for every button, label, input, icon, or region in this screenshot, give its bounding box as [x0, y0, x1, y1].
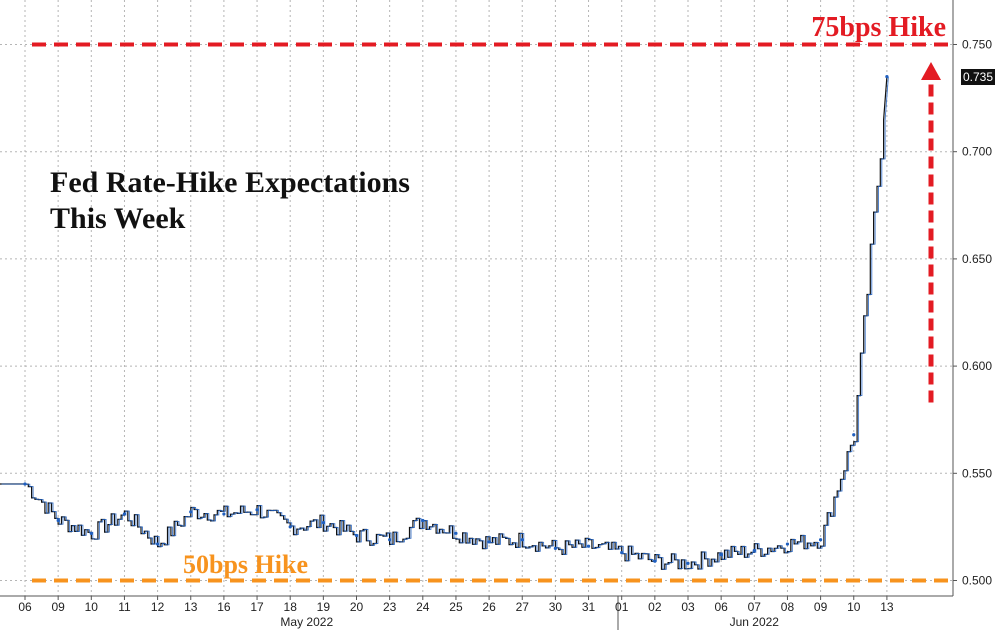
- x-tick-label: 06: [714, 600, 728, 614]
- data-point: [852, 433, 856, 437]
- data-point: [553, 546, 558, 550]
- x-month-label: May 2022: [280, 615, 333, 629]
- chart-title-line-2: This Week: [50, 202, 186, 235]
- last-value-box: [961, 69, 995, 85]
- x-tick-label: 23: [383, 600, 397, 614]
- y-tick-label: 0.650: [962, 252, 992, 266]
- x-tick-label: 30: [549, 600, 563, 614]
- x-tick-label: 20: [350, 600, 364, 614]
- data-point: [222, 512, 226, 516]
- arrow-head: [921, 61, 941, 80]
- data-point: [454, 531, 458, 535]
- data-point: [686, 561, 690, 565]
- data-point: [321, 521, 325, 525]
- data-point: [752, 548, 756, 553]
- x-tick-label: 09: [51, 600, 65, 614]
- data-point: [89, 531, 93, 535]
- labels: 06 09 10 11 12 13 16 17 18 19 20 23 24 25 26 27 30 31 01 02…: [18, 38, 992, 630]
- y-tick-label: 0.500: [962, 574, 992, 588]
- x-tick-label: 10: [847, 600, 861, 614]
- x-tick-label: 16: [217, 600, 231, 614]
- data-point: [354, 533, 359, 538]
- data-point: [23, 482, 27, 486]
- data-point: [156, 542, 160, 546]
- data-point: [653, 559, 657, 563]
- data-point: [785, 542, 790, 546]
- x-tick-label: 09: [814, 600, 828, 614]
- x-tick-label: 10: [85, 600, 99, 614]
- x-tick-label: 31: [582, 600, 596, 614]
- y-tick-label: 0.750: [962, 38, 992, 52]
- x-month-label: Jun 2022: [730, 615, 780, 629]
- data-point: [421, 518, 425, 523]
- x-tick-label: 27: [516, 600, 530, 614]
- x-tick-label: 01: [615, 600, 629, 614]
- ref-label-75bps: 75bps Hike: [811, 12, 946, 43]
- x-tick-label: 08: [781, 600, 795, 614]
- data-point: [520, 538, 524, 542]
- y-tick-label: 0.700: [962, 145, 992, 159]
- x-tick-label: 02: [648, 600, 662, 614]
- data-point: [122, 512, 127, 516]
- x-tick-label: 11: [118, 600, 131, 614]
- data-point: [719, 553, 723, 557]
- series: [0, 75, 889, 570]
- x-tick-label: 24: [416, 600, 430, 614]
- data-point: [885, 75, 889, 79]
- x-tick-label: 26: [482, 600, 496, 614]
- data-point: [487, 540, 491, 544]
- x-tick-label: 07: [748, 600, 762, 614]
- x-tick-label: 13: [880, 600, 894, 614]
- last-value-label: 0.735: [963, 70, 993, 84]
- data-point: [586, 544, 591, 548]
- data-point: [819, 538, 823, 542]
- y-tick-label: 0.600: [962, 359, 992, 373]
- data-point: [56, 518, 60, 523]
- x-tick-label: 19: [317, 600, 331, 614]
- ref-label-50bps: 50bps Hike: [183, 550, 308, 579]
- y-tick-label: 0.550: [962, 466, 992, 480]
- x-tick-label: 17: [250, 600, 264, 614]
- data-point: [288, 525, 292, 529]
- x-tick-label: 25: [449, 600, 463, 614]
- chart-title-line-1: Fed Rate-Hike Expectations: [50, 166, 410, 199]
- x-tick-label: 18: [284, 600, 298, 614]
- x-tick-label: 12: [151, 600, 165, 614]
- x-tick-label: 06: [18, 600, 32, 614]
- axes: [0, 0, 954, 630]
- last-value-badge: 0.735: [961, 69, 995, 85]
- x-tick-label: 03: [681, 600, 695, 614]
- x-tick-label: 13: [184, 600, 198, 614]
- data-point: [255, 508, 259, 512]
- data-point: [388, 538, 392, 542]
- data-point: [189, 510, 193, 514]
- grid-lines: [0, 0, 957, 600]
- series-line-overlay: [1, 76, 889, 570]
- data-point: [620, 551, 624, 555]
- reference-lines: [32, 42, 951, 583]
